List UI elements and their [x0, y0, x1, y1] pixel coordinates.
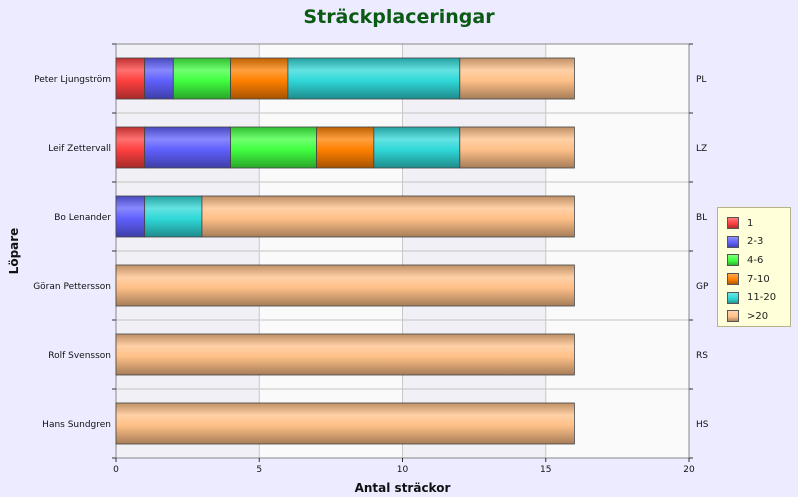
- legend-item: 4-6: [727, 251, 790, 270]
- legend-swatch: [727, 310, 739, 323]
- legend-item: 11-20: [727, 288, 790, 307]
- legend-label: 7-10: [747, 273, 770, 285]
- secondary-axis-label: HS: [696, 420, 709, 430]
- legend-label: 4-6: [747, 254, 764, 266]
- x-tick-label: 20: [683, 465, 695, 475]
- category-label: Bo Lenander: [54, 213, 111, 223]
- category-label: Rolf Svensson: [48, 351, 111, 361]
- chart-legend: 1 2-3 4-6 7-10 11-20 >20: [717, 207, 791, 327]
- secondary-axis-label: BL: [696, 213, 707, 223]
- secondary-axis-label: PL: [696, 75, 706, 85]
- category-label: Peter Ljungström: [34, 75, 111, 85]
- bar-segment: [316, 126, 375, 169]
- bar-segment: [373, 126, 461, 169]
- legend-item: 2-3: [727, 233, 790, 252]
- legend-label: >20: [747, 310, 769, 322]
- legend-label: 2-3: [747, 236, 764, 248]
- bar-segment: [115, 126, 146, 169]
- legend-swatch: [727, 254, 739, 267]
- bar-segment: [115, 402, 575, 445]
- x-tick-label: 0: [113, 465, 119, 475]
- bar-segment: [115, 264, 575, 307]
- bar-segment: [144, 126, 231, 169]
- legend-swatch: [727, 273, 739, 286]
- legend-item: >20: [727, 307, 790, 326]
- bar-segment: [230, 126, 317, 169]
- bar-segment: [287, 57, 461, 100]
- bar-segment: [201, 195, 575, 238]
- category-label: Göran Pettersson: [33, 282, 111, 292]
- x-tick-label: 15: [540, 465, 551, 475]
- x-axis-label: Antal sträckor: [355, 481, 451, 495]
- bar-segment: [172, 57, 232, 100]
- bar-segment: [115, 333, 575, 376]
- bar-segment: [115, 57, 146, 100]
- legend-label: 11-20: [747, 292, 777, 304]
- y-axis-label: Löpare: [7, 228, 21, 275]
- legend-swatch: [727, 291, 739, 304]
- x-tick-label: 5: [256, 465, 262, 475]
- legend-swatch: [727, 235, 739, 248]
- bar-segment: [115, 195, 146, 238]
- category-label: Hans Sundgren: [42, 420, 111, 430]
- bar-segment: [144, 195, 203, 238]
- bar-segment: [459, 126, 575, 169]
- bar-segment: [230, 57, 289, 100]
- secondary-axis-label: GP: [696, 282, 709, 292]
- bar-segment: [144, 57, 174, 100]
- secondary-axis-label: LZ: [696, 144, 707, 154]
- legend-swatch: [727, 217, 739, 230]
- chart-title: Sträckplaceringar: [303, 6, 495, 28]
- bar-segment: [459, 57, 575, 100]
- legend-item: 1: [727, 214, 790, 233]
- legend-label: 1: [747, 217, 754, 229]
- x-tick-label: 10: [397, 465, 409, 475]
- secondary-axis-label: RS: [696, 351, 708, 361]
- category-label: Leif Zettervall: [48, 144, 111, 154]
- legend-item: 7-10: [727, 270, 790, 289]
